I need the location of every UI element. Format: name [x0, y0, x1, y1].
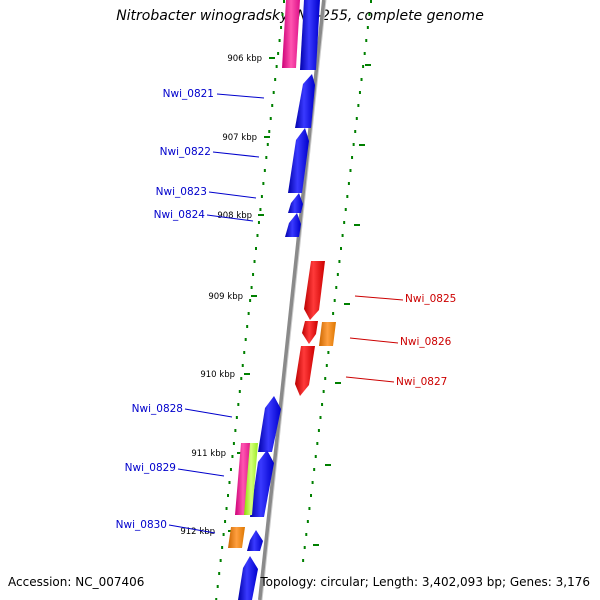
leader-line: [206, 214, 254, 222]
leader-line: [345, 376, 395, 383]
gene-pink-0829[interactable]: [235, 443, 251, 515]
gene-label[interactable]: Nwi_0823: [156, 186, 207, 198]
gene-nwi-0827[interactable]: [295, 346, 315, 396]
gene-orange-0826[interactable]: [319, 322, 336, 346]
map-title: Nitrobacter winogradskyi Nb-255, complet…: [116, 8, 484, 24]
gene-label[interactable]: Nwi_0826: [400, 336, 452, 348]
forward-genes: [228, 0, 320, 600]
tick-label: 910 kbp: [200, 370, 235, 380]
tick-label: 908 kbp: [217, 211, 252, 221]
leader-line: [177, 468, 225, 477]
gene-label[interactable]: Nwi_0824: [154, 209, 206, 221]
reverse-genes: [295, 261, 336, 396]
leader-line: [208, 191, 257, 199]
tick-label: 909 kbp: [208, 292, 243, 302]
gene-nwi-0824[interactable]: [285, 213, 301, 237]
gene-pink-top[interactable]: [282, 0, 300, 68]
backbone-shadow: [261, 0, 327, 600]
tick-label: 907 kbp: [222, 133, 257, 143]
tick-labels: 906 kbp 907 kbp 908 kbp 909 kbp 910 kbp 911 k…: [180, 54, 262, 537]
left-dotted-ruler: [215, 0, 285, 600]
gene-label[interactable]: Nwi_0822: [160, 146, 211, 158]
gene-nwi-0822[interactable]: [288, 128, 309, 193]
gene-label[interactable]: Nwi_0821: [163, 88, 214, 100]
tick-label: 911 kbp: [191, 449, 226, 459]
leader-line: [216, 93, 265, 99]
gene-label[interactable]: Nwi_0828: [132, 403, 183, 415]
gene-label[interactable]: Nwi_0827: [396, 376, 447, 388]
gene-lime-0829[interactable]: [244, 443, 258, 515]
tick-label: 906 kbp: [227, 54, 262, 64]
right-gene-labels: Nwi_0825 Nwi_0826 Nwi_0827: [345, 293, 456, 388]
gene-nwi-0826[interactable]: [302, 321, 318, 344]
gene-nwi-0828[interactable]: [258, 396, 281, 452]
leader-line: [168, 524, 216, 534]
leader-line: [349, 337, 399, 344]
right-dotted-ruler: [302, 0, 372, 562]
gene-label[interactable]: Nwi_0829: [125, 462, 176, 474]
gene-nwi-0825[interactable]: [304, 261, 325, 320]
accession-text: Accession: NC_007406: [8, 575, 145, 589]
tick-label: 912 kbp: [180, 527, 215, 537]
left-gene-labels: Nwi_0821 Nwi_0822 Nwi_0823 Nwi_0824 Nwi_0828…: [116, 88, 265, 534]
leader-line: [184, 408, 233, 418]
gene-label[interactable]: Nwi_0825: [405, 293, 456, 305]
topology-summary: Topology: circular; Length: 3,402,093 bp…: [260, 575, 590, 589]
gene-nwi-0823[interactable]: [288, 193, 303, 213]
leader-line: [354, 295, 404, 301]
gene-orange-0830[interactable]: [228, 527, 245, 548]
gene-blue-top[interactable]: [300, 0, 320, 70]
leader-line: [212, 151, 260, 158]
gene-blue-bottom[interactable]: [238, 556, 258, 600]
gene-nwi-0830[interactable]: [247, 530, 263, 551]
gene-nwi-0821[interactable]: [295, 74, 315, 128]
gene-nwi-0829[interactable]: [250, 450, 274, 517]
gene-label[interactable]: Nwi_0830: [116, 519, 167, 531]
